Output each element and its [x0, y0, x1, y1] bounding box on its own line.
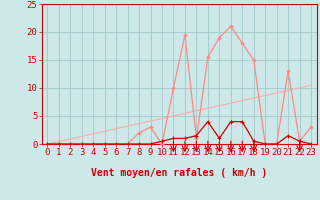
X-axis label: Vent moyen/en rafales ( km/h ): Vent moyen/en rafales ( km/h )	[91, 168, 267, 178]
